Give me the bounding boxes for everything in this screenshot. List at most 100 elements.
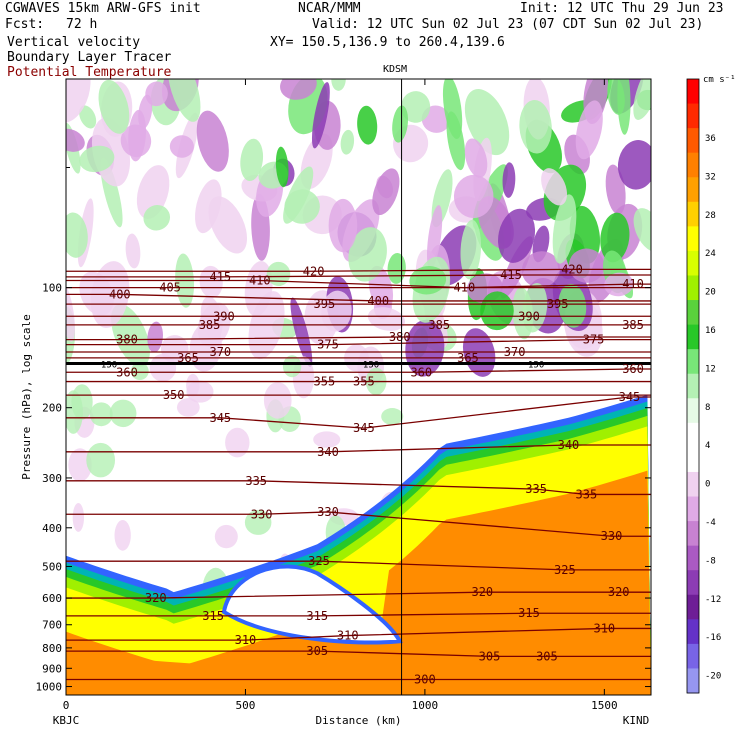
vertical-velocity-cell bbox=[199, 265, 223, 298]
vertical-velocity-cell bbox=[519, 99, 552, 154]
theta-label-415: 415 bbox=[500, 268, 522, 282]
tropopause-label: 150 bbox=[101, 361, 117, 371]
vertical-velocity-cell bbox=[66, 128, 85, 152]
theta-label-345: 345 bbox=[353, 421, 375, 435]
theta-label-350: 350 bbox=[163, 388, 185, 402]
colorbar-label: 12 bbox=[705, 364, 716, 374]
colorbar-swatch bbox=[687, 79, 699, 105]
colorbar-swatch bbox=[687, 521, 699, 547]
axes: 0 500 1000 1500 100 200 300 400 500 600 700 800 900 1… bbox=[20, 78, 652, 727]
theta-contour-330 bbox=[66, 511, 651, 537]
vertical-velocity-cell bbox=[321, 290, 352, 332]
vertical-velocity-cell bbox=[120, 124, 152, 158]
theta-label-365: 365 bbox=[457, 351, 479, 365]
theta-label-410: 410 bbox=[249, 274, 271, 288]
theta-label-410: 410 bbox=[454, 281, 476, 295]
theta-label-390: 390 bbox=[213, 309, 235, 323]
theta-label-355: 355 bbox=[314, 375, 336, 389]
forecast-label: Fcst: bbox=[5, 17, 45, 32]
vertical-velocity-cell bbox=[130, 362, 149, 381]
colorbar-swatch bbox=[687, 177, 699, 203]
vertical-velocity-cell bbox=[186, 380, 214, 403]
vertical-velocity-cell bbox=[617, 140, 651, 190]
colorbar-swatch bbox=[687, 201, 699, 227]
left-station-label: KBJC bbox=[53, 714, 80, 727]
vertical-velocity-cell bbox=[460, 219, 482, 280]
tropopause-label: 150 bbox=[363, 361, 379, 371]
vertical-velocity-cell bbox=[280, 79, 317, 100]
vertical-velocity-cell bbox=[400, 91, 431, 123]
colorbar-swatch bbox=[687, 668, 699, 694]
theta-label-335: 335 bbox=[576, 487, 598, 501]
vertical-velocity-cell bbox=[114, 519, 131, 551]
vertical-velocity-cell bbox=[392, 105, 408, 143]
vertical-velocity-cell bbox=[189, 322, 222, 372]
vertical-velocity-cell bbox=[464, 89, 510, 156]
vertical-velocity-cell bbox=[136, 165, 170, 219]
x-tick-label: 1500 bbox=[591, 699, 618, 712]
vertical-velocity-cell bbox=[169, 135, 194, 158]
theta-label-345: 345 bbox=[209, 411, 231, 425]
theta-contour-380 bbox=[66, 336, 651, 341]
theta-label-305: 305 bbox=[479, 649, 501, 663]
colorbar-swatch bbox=[687, 471, 699, 498]
theta-label-395: 395 bbox=[314, 297, 336, 311]
theta-label-320: 320 bbox=[471, 585, 493, 599]
theta-label-320: 320 bbox=[608, 585, 630, 599]
theta-label-410: 410 bbox=[622, 277, 644, 291]
theta-label-305: 305 bbox=[536, 649, 558, 663]
theta-contour-360 bbox=[66, 368, 651, 373]
vertical-velocity-cell bbox=[240, 138, 264, 181]
colorbar-swatch bbox=[687, 643, 699, 669]
vertical-velocity-cell bbox=[498, 208, 536, 263]
y-tick-label: 700 bbox=[42, 619, 62, 632]
theta-label-325: 325 bbox=[308, 554, 330, 568]
colorbar-swatch bbox=[687, 250, 699, 276]
vertical-velocity-cell bbox=[111, 304, 150, 367]
theta-label-395: 395 bbox=[547, 297, 569, 311]
theta-label-310: 310 bbox=[593, 621, 615, 635]
vertical-velocity-cell bbox=[109, 399, 137, 428]
colorbar-label: 16 bbox=[705, 326, 716, 336]
x-axis-label: Distance (km) bbox=[315, 714, 401, 727]
vertical-velocity-cell bbox=[208, 196, 248, 254]
theta-contour-420 bbox=[66, 268, 651, 272]
vertical-velocity-cell bbox=[244, 509, 272, 535]
theta-label-325: 325 bbox=[554, 563, 576, 577]
theta-label-380: 380 bbox=[116, 333, 138, 347]
vertical-velocity-cell bbox=[575, 100, 603, 160]
y-axis-label: Pressure (hPa), log scale bbox=[20, 314, 33, 480]
vertical-velocity-cell bbox=[502, 162, 516, 198]
theta-label-390: 390 bbox=[518, 309, 540, 323]
theta-label-315: 315 bbox=[202, 609, 224, 623]
theta-contour-340 bbox=[66, 444, 651, 453]
theta-contour-labels: 300 305 305 305 310 310 310 315 315 315 320 320 320 3… bbox=[101, 262, 644, 686]
theta-label-300: 300 bbox=[414, 672, 436, 686]
vertical-velocity-cell bbox=[633, 79, 651, 120]
vertical-velocity-cell bbox=[125, 233, 141, 269]
vertical-velocity-cell bbox=[143, 205, 171, 231]
theta-label-385: 385 bbox=[622, 318, 644, 332]
theta-label-400: 400 bbox=[367, 294, 389, 308]
colorbar: 36 32 28 24 20 16 12 8 4 0 -4 -8 -12 -16 -20 cm s⁻¹ bbox=[686, 75, 736, 694]
colorbar-label: 24 bbox=[705, 249, 716, 259]
colorbar-swatch bbox=[687, 398, 699, 424]
theta-label-330: 330 bbox=[251, 507, 273, 521]
y-tick-label: 400 bbox=[42, 522, 62, 535]
theta-label-380: 380 bbox=[389, 330, 411, 344]
colorbar-unit: cm s⁻¹ bbox=[703, 75, 736, 85]
y-tick-label: 500 bbox=[42, 560, 62, 573]
vertical-velocity-cell bbox=[89, 402, 113, 427]
marker-station-title: KDSM bbox=[383, 64, 408, 75]
vertical-velocity-cell bbox=[79, 145, 115, 173]
theta-label-370: 370 bbox=[209, 345, 231, 359]
theta-contour-310 bbox=[66, 627, 651, 641]
vertical-velocity-cell bbox=[98, 79, 130, 134]
y-tick-label: 900 bbox=[42, 662, 62, 675]
colorbar-swatch bbox=[687, 275, 699, 301]
x-tick-label: 500 bbox=[236, 699, 256, 712]
vertical-velocity-cell bbox=[426, 205, 443, 270]
y-tick-label: 200 bbox=[42, 402, 62, 415]
colorbar-label: 0 bbox=[705, 480, 710, 490]
vertical-velocity-cell bbox=[66, 282, 76, 342]
